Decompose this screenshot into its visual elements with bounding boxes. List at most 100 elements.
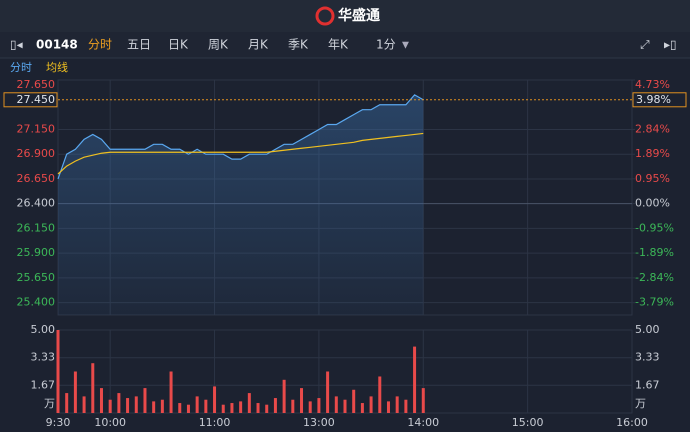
collapse-icon[interactable]: ▯◂ <box>10 38 23 52</box>
last-change-box <box>632 92 687 108</box>
volume-bar <box>56 330 60 413</box>
expand-icon[interactable]: ▸▯ <box>664 38 677 52</box>
volume-bar <box>334 396 338 413</box>
interval[interactable]: 1分 <box>376 38 396 52</box>
volume-bar <box>300 388 304 413</box>
volume-tick-label-right: 1.67 <box>635 378 660 391</box>
tab[interactable]: 季K <box>288 38 309 52</box>
volume-tick-label: 1.67 <box>31 378 56 391</box>
volume-bar <box>221 404 225 413</box>
tabs: 分时 五日 日K 周K 月K 季K 年K <box>88 38 349 52</box>
volume-tick-label-right: 5.00 <box>635 323 660 336</box>
price-area <box>58 94 424 315</box>
volume-bar <box>421 388 425 413</box>
y-tick-label: 27.650 <box>17 78 56 91</box>
x-tick-label: 15:00 <box>512 416 544 429</box>
last-change-label: 3.98% <box>636 93 671 106</box>
volume-bar <box>134 396 138 413</box>
volume-bar <box>152 401 156 413</box>
volume-bar <box>99 388 103 413</box>
volume-bar <box>352 389 356 413</box>
volume-bar <box>178 403 182 413</box>
volume-unit-right: 万 <box>635 397 646 410</box>
tab[interactable]: 周K <box>208 38 229 52</box>
volume-bar <box>395 396 399 413</box>
volume-bar <box>369 396 373 413</box>
dropdown-arrow[interactable]: ▼ <box>402 41 409 51</box>
y-tick-label: 27.150 <box>17 122 56 135</box>
y2-tick-label: 0.95% <box>635 172 670 185</box>
volume-bar <box>413 346 417 413</box>
volume-tick-label-right: 3.33 <box>635 351 660 364</box>
y-tick-label: 25.400 <box>17 296 56 309</box>
stock-code: 00148 <box>36 38 78 52</box>
volume-bar <box>160 399 164 413</box>
fullscreen-icon[interactable]: ⤢ <box>639 38 650 52</box>
volume-bar <box>143 388 147 413</box>
x-tick-label: 13:00 <box>303 416 335 429</box>
x-tick-label: 16:00 <box>616 416 648 429</box>
legend-average: 均线 <box>46 60 68 74</box>
volume-bar <box>386 401 390 413</box>
y-tick-label: 26.900 <box>17 147 56 160</box>
y2-tick-label: 4.73% <box>635 78 670 91</box>
toolbar <box>0 32 690 58</box>
volume-bar <box>326 371 330 413</box>
tab[interactable]: 五日 <box>127 38 151 52</box>
y2-tick-label: -0.95% <box>635 221 674 234</box>
volume-tick-label: 5.00 <box>31 323 56 336</box>
header-bar <box>0 0 690 32</box>
volume-bar <box>108 399 112 413</box>
y2-tick-label: -1.89% <box>635 246 674 259</box>
volume-bar <box>360 403 364 413</box>
volume-bar <box>126 398 130 413</box>
last-price-box <box>3 92 58 108</box>
legend-price: 分时 <box>10 61 32 74</box>
volume-bar <box>317 398 321 413</box>
volume-bar <box>343 399 347 413</box>
volume-bar <box>195 396 199 413</box>
tab[interactable]: 月K <box>248 38 269 52</box>
volume-bar <box>247 393 251 413</box>
y-tick-label: 26.150 <box>17 221 56 234</box>
y2-tick-label: 2.84% <box>635 122 670 135</box>
brand-logo <box>315 6 335 26</box>
average-line <box>57 132 424 175</box>
tab[interactable]: 年K <box>328 38 349 52</box>
volume-bar <box>82 396 86 413</box>
volume-bar <box>73 371 77 413</box>
y2-tick-label: -2.84% <box>635 271 674 284</box>
volume-bar <box>239 401 243 413</box>
x-tick-label: 14:00 <box>407 416 439 429</box>
volume-bar <box>291 399 295 413</box>
x-tick-label: 10:00 <box>94 416 126 429</box>
volume-bar <box>65 393 69 413</box>
x-tick-label: 9:30 <box>46 416 71 429</box>
volume-bar <box>117 393 121 413</box>
volume-bar <box>186 404 190 413</box>
last-price-label: 27.450 <box>17 93 56 106</box>
volume-bar <box>265 404 269 413</box>
brand: 华盛通 <box>338 7 380 24</box>
price-line <box>57 94 424 180</box>
volume-bar <box>169 371 173 413</box>
volume-bar <box>404 399 408 413</box>
tab[interactable]: 分时 <box>88 38 112 52</box>
y-tick-label: 25.900 <box>17 246 56 259</box>
volume-bar <box>213 386 217 413</box>
y2-tick-label: 1.89% <box>635 147 670 160</box>
chart: 9:30 10:00 11:00 13:00 14:00 15:00 16:00 27.650… <box>3 78 687 429</box>
volume-bar <box>91 363 95 413</box>
volume-tick-label: 3.33 <box>31 351 56 364</box>
volume-unit: 万 <box>44 397 55 410</box>
volume-bar <box>256 403 260 413</box>
x-tick-label: 11:00 <box>199 416 231 429</box>
y-tick-label: 26.400 <box>17 197 56 210</box>
y2-tick-label: -3.79% <box>635 296 674 309</box>
y-tick-label: 25.650 <box>17 271 56 284</box>
tab[interactable]: 日K <box>168 38 189 52</box>
volume-bar <box>273 398 277 413</box>
volume-bar <box>308 401 312 413</box>
